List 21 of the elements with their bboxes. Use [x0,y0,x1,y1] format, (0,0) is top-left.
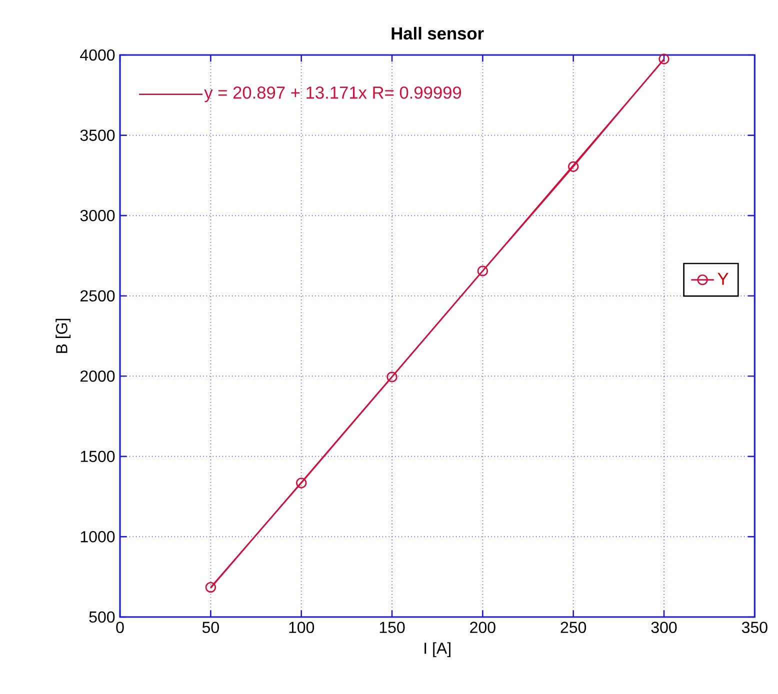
y-tick-label: 2000 [80,370,115,382]
x-tick-label: 100 [289,622,314,634]
y-tick-label: 3500 [80,130,115,141]
y-tick-label: 3000 [80,210,115,222]
y-tick-label: 1500 [80,450,115,462]
y-tick-label: 2500 [80,290,115,302]
x-tick-label: 250 [560,622,586,634]
x-tick-label: 0 [116,622,124,634]
legend-label: y = 20.897 + 13.171x R= 0.99999 [204,86,462,102]
y-tick-label: 500 [89,611,115,623]
legend-label: Y [718,272,728,285]
x-tick-label: 300 [651,622,677,634]
x-tick-label: 150 [380,622,405,634]
x-axis-title: I [A] [424,642,450,658]
chart-title: Hall sensor [392,26,484,40]
y-tick-label: 1000 [80,531,115,542]
x-tick-label: 200 [470,622,496,634]
y-axis-title: B [G] [56,318,71,353]
x-tick-label: 350 [742,622,768,634]
x-tick-label: 50 [202,622,219,634]
y-tick-label: 4000 [80,49,115,61]
